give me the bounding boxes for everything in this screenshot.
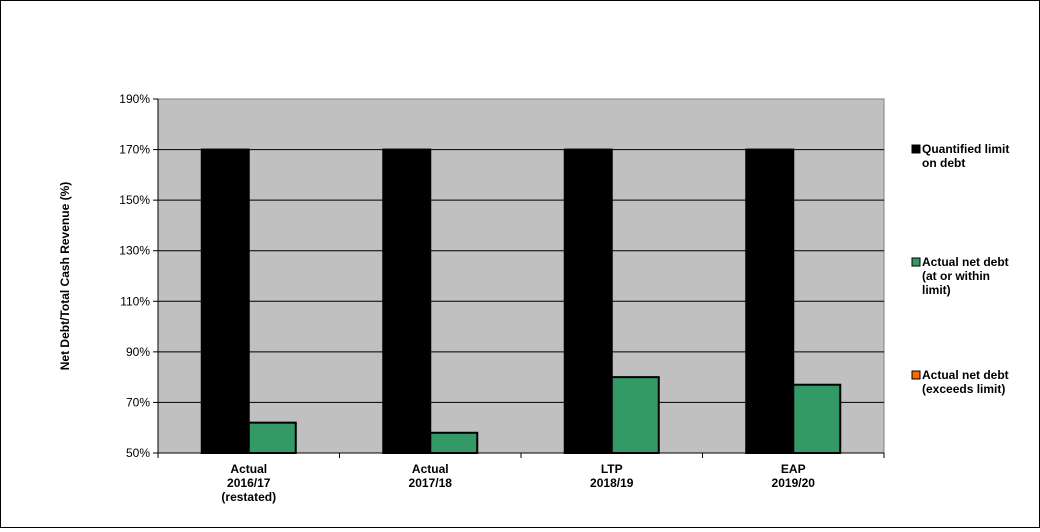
- legend-label: Quantified limit: [922, 142, 1009, 156]
- bar-debt-limit: [382, 148, 432, 454]
- x-category-label: 2017/18: [409, 476, 453, 490]
- bar-debt-limit: [563, 148, 613, 454]
- legend-label: (exceeds limit): [922, 382, 1005, 396]
- legend-swatch: [911, 144, 921, 154]
- legend-label: Actual net debt: [922, 368, 1009, 382]
- axes: [157, 99, 885, 458]
- y-tick-label: 190%: [119, 92, 150, 106]
- y-axis-label: Net Debt/Total Cash Revenue (%): [58, 182, 72, 370]
- legend-label: on debt: [922, 156, 965, 170]
- x-category-label: 2016/17: [227, 476, 271, 490]
- legend-swatch: [911, 370, 921, 380]
- bars: [200, 148, 842, 455]
- bar-actual-net-debt: [792, 383, 842, 455]
- x-category-label: LTP: [601, 462, 623, 476]
- x-category-label: 2018/19: [590, 476, 634, 490]
- x-category-label: EAP: [781, 462, 806, 476]
- y-tick-labels: 50% 70% 90% 110% 130% 150% 170% 190%: [119, 92, 150, 460]
- bar-debt-limit: [745, 148, 795, 454]
- legend-label: limit): [922, 283, 951, 297]
- legend-label: Actual net debt: [922, 255, 1009, 269]
- x-category-label: Actual: [412, 462, 449, 476]
- x-category-label: Actual: [230, 462, 267, 476]
- y-tick-label: 50%: [126, 446, 150, 460]
- y-tick-label: 70%: [126, 395, 150, 409]
- y-tick-label: 130%: [119, 244, 150, 258]
- bar-actual-net-debt: [610, 376, 660, 454]
- x-category-labels: Actual2016/17(restated)Actual2017/18LTP2…: [221, 462, 815, 504]
- y-tick-label: 170%: [119, 143, 150, 157]
- y-tick-label: 110%: [120, 294, 150, 308]
- x-category-label: 2019/20: [772, 476, 816, 490]
- legend-label: (at or within: [922, 269, 990, 283]
- bar-debt-limit: [200, 148, 250, 454]
- legend-swatch: [911, 257, 921, 267]
- y-tick-label: 150%: [119, 193, 150, 207]
- y-tick-label: 90%: [126, 345, 150, 359]
- bar-actual-net-debt: [247, 421, 297, 454]
- x-category-label: (restated): [221, 490, 276, 504]
- bar-actual-net-debt: [429, 431, 479, 454]
